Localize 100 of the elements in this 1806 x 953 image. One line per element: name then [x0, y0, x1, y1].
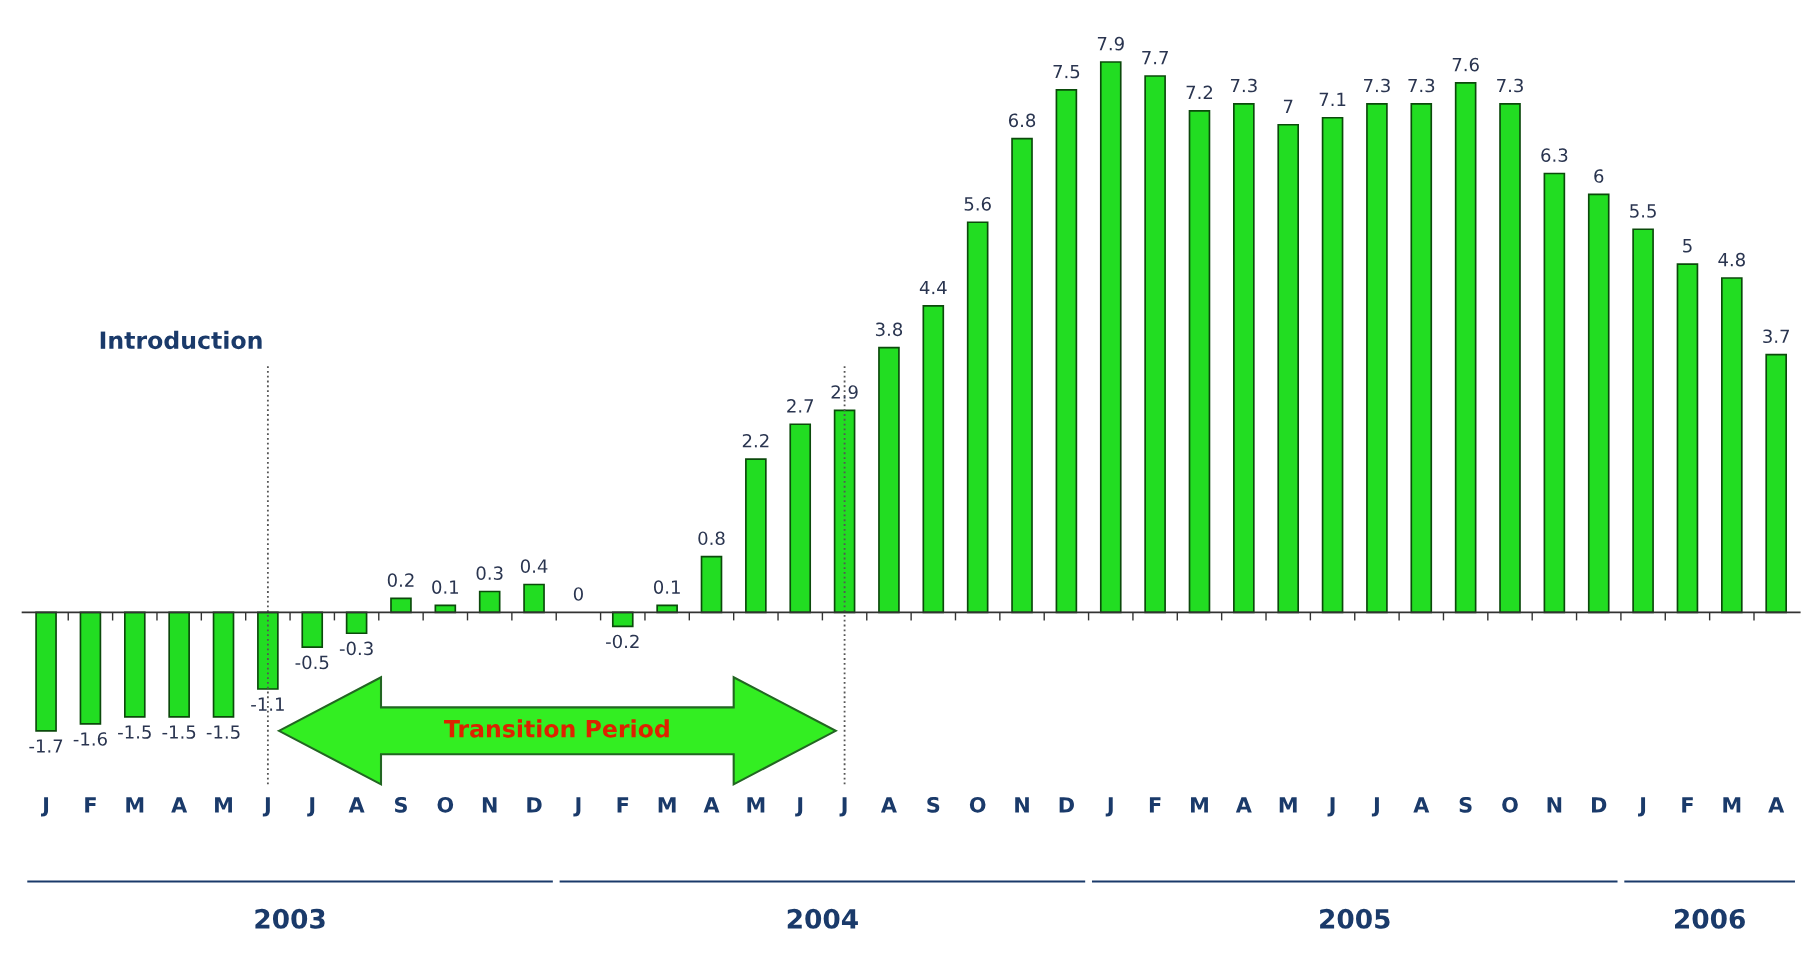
data-label: 7.7 [1142, 51, 1168, 65]
data-label: -1.5 [206, 725, 240, 739]
data-label: -1.5 [162, 725, 196, 739]
x-tick-label: J [839, 797, 847, 817]
data-label: 2.2 [742, 433, 769, 448]
data-label: 7 [1283, 99, 1293, 113]
x-tick-label: J [1105, 797, 1113, 817]
bar [700, 555, 723, 614]
x-tick-label: D [1592, 797, 1607, 813]
bar [1587, 193, 1610, 614]
data-label: 6.3 [1541, 148, 1568, 162]
x-tick-label: J [1638, 797, 1646, 817]
bar [35, 611, 57, 732]
data-label: -0.3 [339, 641, 373, 656]
data-label: 7.2 [1186, 85, 1213, 100]
bar [257, 611, 279, 690]
bar [833, 409, 856, 614]
x-tick-label: O [969, 796, 986, 813]
x-tick-label: M [215, 797, 232, 813]
bar [523, 583, 545, 614]
data-label: 5.6 [964, 197, 991, 211]
x-tick-label: S [927, 796, 940, 813]
x-tick-label: A [1235, 797, 1252, 813]
x-tick-label: J [262, 797, 270, 817]
x-tick-label: A [1768, 797, 1785, 813]
data-label: 5.5 [1630, 204, 1656, 218]
x-tick-label: J [41, 797, 49, 817]
data-label: -0.5 [295, 655, 329, 670]
data-label: 7.5 [1053, 64, 1080, 79]
annotation: Transition Period [444, 719, 669, 738]
x-tick-label: O [1502, 796, 1518, 813]
data-label: -1.5 [118, 725, 151, 739]
bar [789, 423, 812, 614]
bar [1011, 137, 1033, 614]
x-tick-label: M [658, 797, 676, 813]
bar [1499, 102, 1521, 614]
x-tick-label: M [1723, 797, 1741, 813]
data-label: 0.2 [387, 573, 414, 587]
x-tick-label: J [795, 797, 803, 817]
bar [1632, 228, 1654, 614]
bar [1765, 353, 1787, 614]
x-tick-label: N [1547, 797, 1562, 813]
bar [1144, 75, 1166, 614]
x-tick-label: M [126, 797, 144, 813]
x-tick-label: F [85, 797, 96, 813]
bar [966, 221, 989, 614]
bar [390, 597, 412, 614]
bar [1721, 277, 1743, 614]
data-label: 0.4 [520, 559, 548, 573]
data-label: 4.8 [1718, 252, 1745, 267]
data-label: 0.1 [432, 580, 459, 594]
bar [301, 611, 324, 649]
bar [1055, 89, 1078, 614]
text: 2005 [1320, 908, 1390, 929]
x-tick-label: M [747, 797, 765, 813]
data-label: 3.8 [875, 322, 903, 337]
data-label: 7.3 [1364, 78, 1390, 93]
data-label: -1.1 [251, 697, 284, 711]
bar [168, 611, 190, 718]
data-label: -1.7 [29, 739, 63, 753]
bar [1676, 263, 1699, 614]
bar [1410, 102, 1433, 614]
text: 2004 [787, 908, 858, 929]
x-tick-label: N [1015, 797, 1029, 813]
data-label: 0.1 [653, 580, 680, 594]
bar [212, 611, 235, 718]
x-tick-label: S [394, 796, 407, 813]
x-tick-label: A [880, 797, 897, 813]
data-label: -1.6 [73, 732, 107, 746]
text: 2003 [255, 908, 325, 929]
data-label: 3.7 [1763, 329, 1789, 344]
annotation: Introduction [100, 330, 262, 350]
data-label: 2.7 [787, 399, 814, 413]
data-label: 0.3 [476, 566, 503, 580]
bar [1277, 123, 1300, 614]
data-label: 0.8 [698, 531, 725, 546]
bar [1366, 102, 1388, 614]
data-label: 7.9 [1097, 36, 1124, 51]
bar [345, 611, 368, 635]
x-tick-label: J [573, 797, 581, 817]
bar [1321, 116, 1344, 614]
data-label: 7.3 [1408, 78, 1435, 93]
x-tick-label: J [307, 797, 315, 817]
data-label: 7.3 [1230, 78, 1257, 93]
x-tick-label: D [527, 797, 542, 813]
bar [745, 458, 767, 614]
x-tick-label: A [348, 797, 365, 813]
x-tick-label: A [171, 797, 188, 813]
data-label: 6 [1594, 169, 1604, 183]
bar [1543, 172, 1566, 614]
x-tick-label: J [1371, 797, 1379, 817]
data-label: 4.4 [919, 280, 947, 295]
x-tick-label: F [617, 797, 629, 813]
x-tick-label: D [1059, 797, 1074, 813]
bar [1099, 61, 1122, 614]
x-tick-label: A [703, 797, 720, 813]
data-label: 7.1 [1319, 92, 1346, 106]
data-label: 6.8 [1008, 113, 1036, 128]
x-tick-label: N [482, 797, 497, 813]
bar [123, 611, 146, 718]
